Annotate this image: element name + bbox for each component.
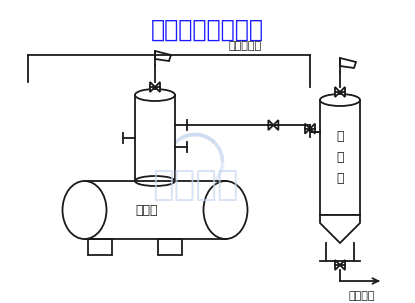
Polygon shape: [150, 82, 155, 92]
Text: 除氧器: 除氧器: [136, 204, 158, 217]
Polygon shape: [335, 260, 340, 270]
Polygon shape: [310, 124, 315, 134]
Text: 去疏水箱: 去疏水箱: [349, 291, 375, 301]
Bar: [85, 181, 225, 239]
Ellipse shape: [320, 94, 360, 106]
Text: 收
能
器: 收 能 器: [336, 130, 344, 185]
Polygon shape: [269, 120, 273, 130]
Ellipse shape: [135, 176, 175, 186]
Polygon shape: [155, 82, 160, 92]
Polygon shape: [273, 120, 278, 130]
Bar: [320, 100, 360, 215]
Bar: [158, 239, 182, 255]
Bar: [88, 239, 112, 255]
Polygon shape: [340, 58, 356, 68]
Polygon shape: [320, 215, 360, 243]
Text: 工艺系统流程简图: 工艺系统流程简图: [151, 18, 264, 42]
Text: 泰格电力: 泰格电力: [152, 168, 238, 202]
Ellipse shape: [203, 181, 247, 239]
Polygon shape: [155, 51, 171, 61]
Polygon shape: [335, 87, 340, 97]
Ellipse shape: [135, 89, 175, 101]
Polygon shape: [305, 124, 310, 134]
Bar: [135, 95, 175, 181]
Ellipse shape: [63, 181, 107, 239]
Polygon shape: [340, 260, 345, 270]
Polygon shape: [340, 87, 345, 97]
Text: 除盐水母管: 除盐水母管: [228, 41, 261, 51]
